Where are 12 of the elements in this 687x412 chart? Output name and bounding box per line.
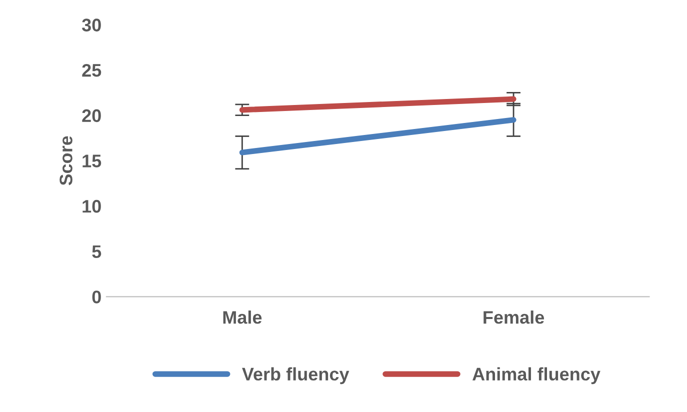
y-axis-title: Score bbox=[60, 136, 72, 186]
legend-label: Animal fluency bbox=[472, 367, 600, 384]
y-tick-label: 15 bbox=[82, 154, 102, 168]
y-tick-label: 5 bbox=[92, 245, 102, 258]
y-tick-label: 20 bbox=[82, 109, 101, 122]
legend-label: Verb fluency bbox=[242, 367, 350, 384]
x-tick-label: Male bbox=[223, 310, 262, 324]
x-tick-label: Female bbox=[484, 310, 544, 324]
y-tick-label: 0 bbox=[92, 290, 101, 304]
y-tick-label: 10 bbox=[82, 200, 101, 213]
y-tick-label: 25 bbox=[82, 64, 102, 77]
y-tick-label: 30 bbox=[82, 18, 101, 32]
